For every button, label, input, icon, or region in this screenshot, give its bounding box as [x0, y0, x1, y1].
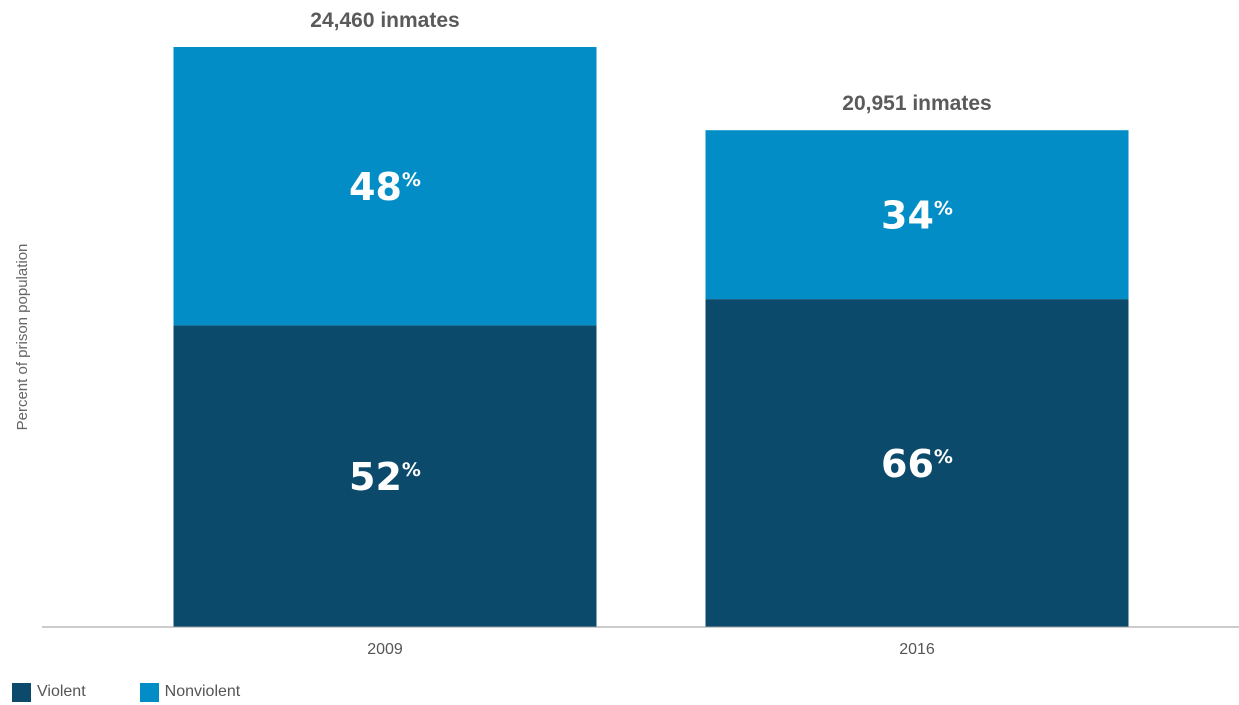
data-label-violent-2016: 66%	[881, 442, 953, 486]
legend-label-nonviolent: Nonviolent	[164, 683, 241, 700]
x-tick-label-2016: 2016	[899, 641, 935, 658]
legend-label-violent: Violent	[37, 683, 86, 700]
y-axis-label: Percent of prison population	[14, 244, 31, 431]
data-label-nonviolent-2009: 48%	[349, 165, 421, 209]
legend: Violent Nonviolent	[12, 682, 294, 702]
x-tick-label-2009: 2009	[367, 641, 403, 658]
data-label-violent-2009: 52%	[349, 455, 421, 499]
data-label-nonviolent-2016: 34%	[881, 194, 953, 238]
bars-group: 52% 48% 24,460 inmates 66% 34% 20,951 inmates	[173, 9, 1129, 627]
bar-segment-violent-2009	[173, 325, 597, 627]
legend-swatch-nonviolent	[139, 682, 159, 702]
legend-item-violent: Violent	[12, 682, 86, 702]
stacked-bar-chart: Percent of prison population 52% 48% 24,46…	[14, 9, 1239, 658]
x-tick-labels: 2009 2016	[367, 641, 935, 658]
total-label-2009: 24,460 inmates	[310, 9, 459, 32]
bar-segment-nonviolent-2009	[173, 47, 597, 326]
total-label-2016: 20,951 inmates	[842, 92, 991, 115]
legend-swatch-violent	[12, 682, 31, 702]
legend-item-nonviolent: Nonviolent	[139, 682, 241, 702]
bar-segment-violent-2016	[705, 299, 1129, 627]
bar-segment-nonviolent-2016	[705, 130, 1129, 300]
